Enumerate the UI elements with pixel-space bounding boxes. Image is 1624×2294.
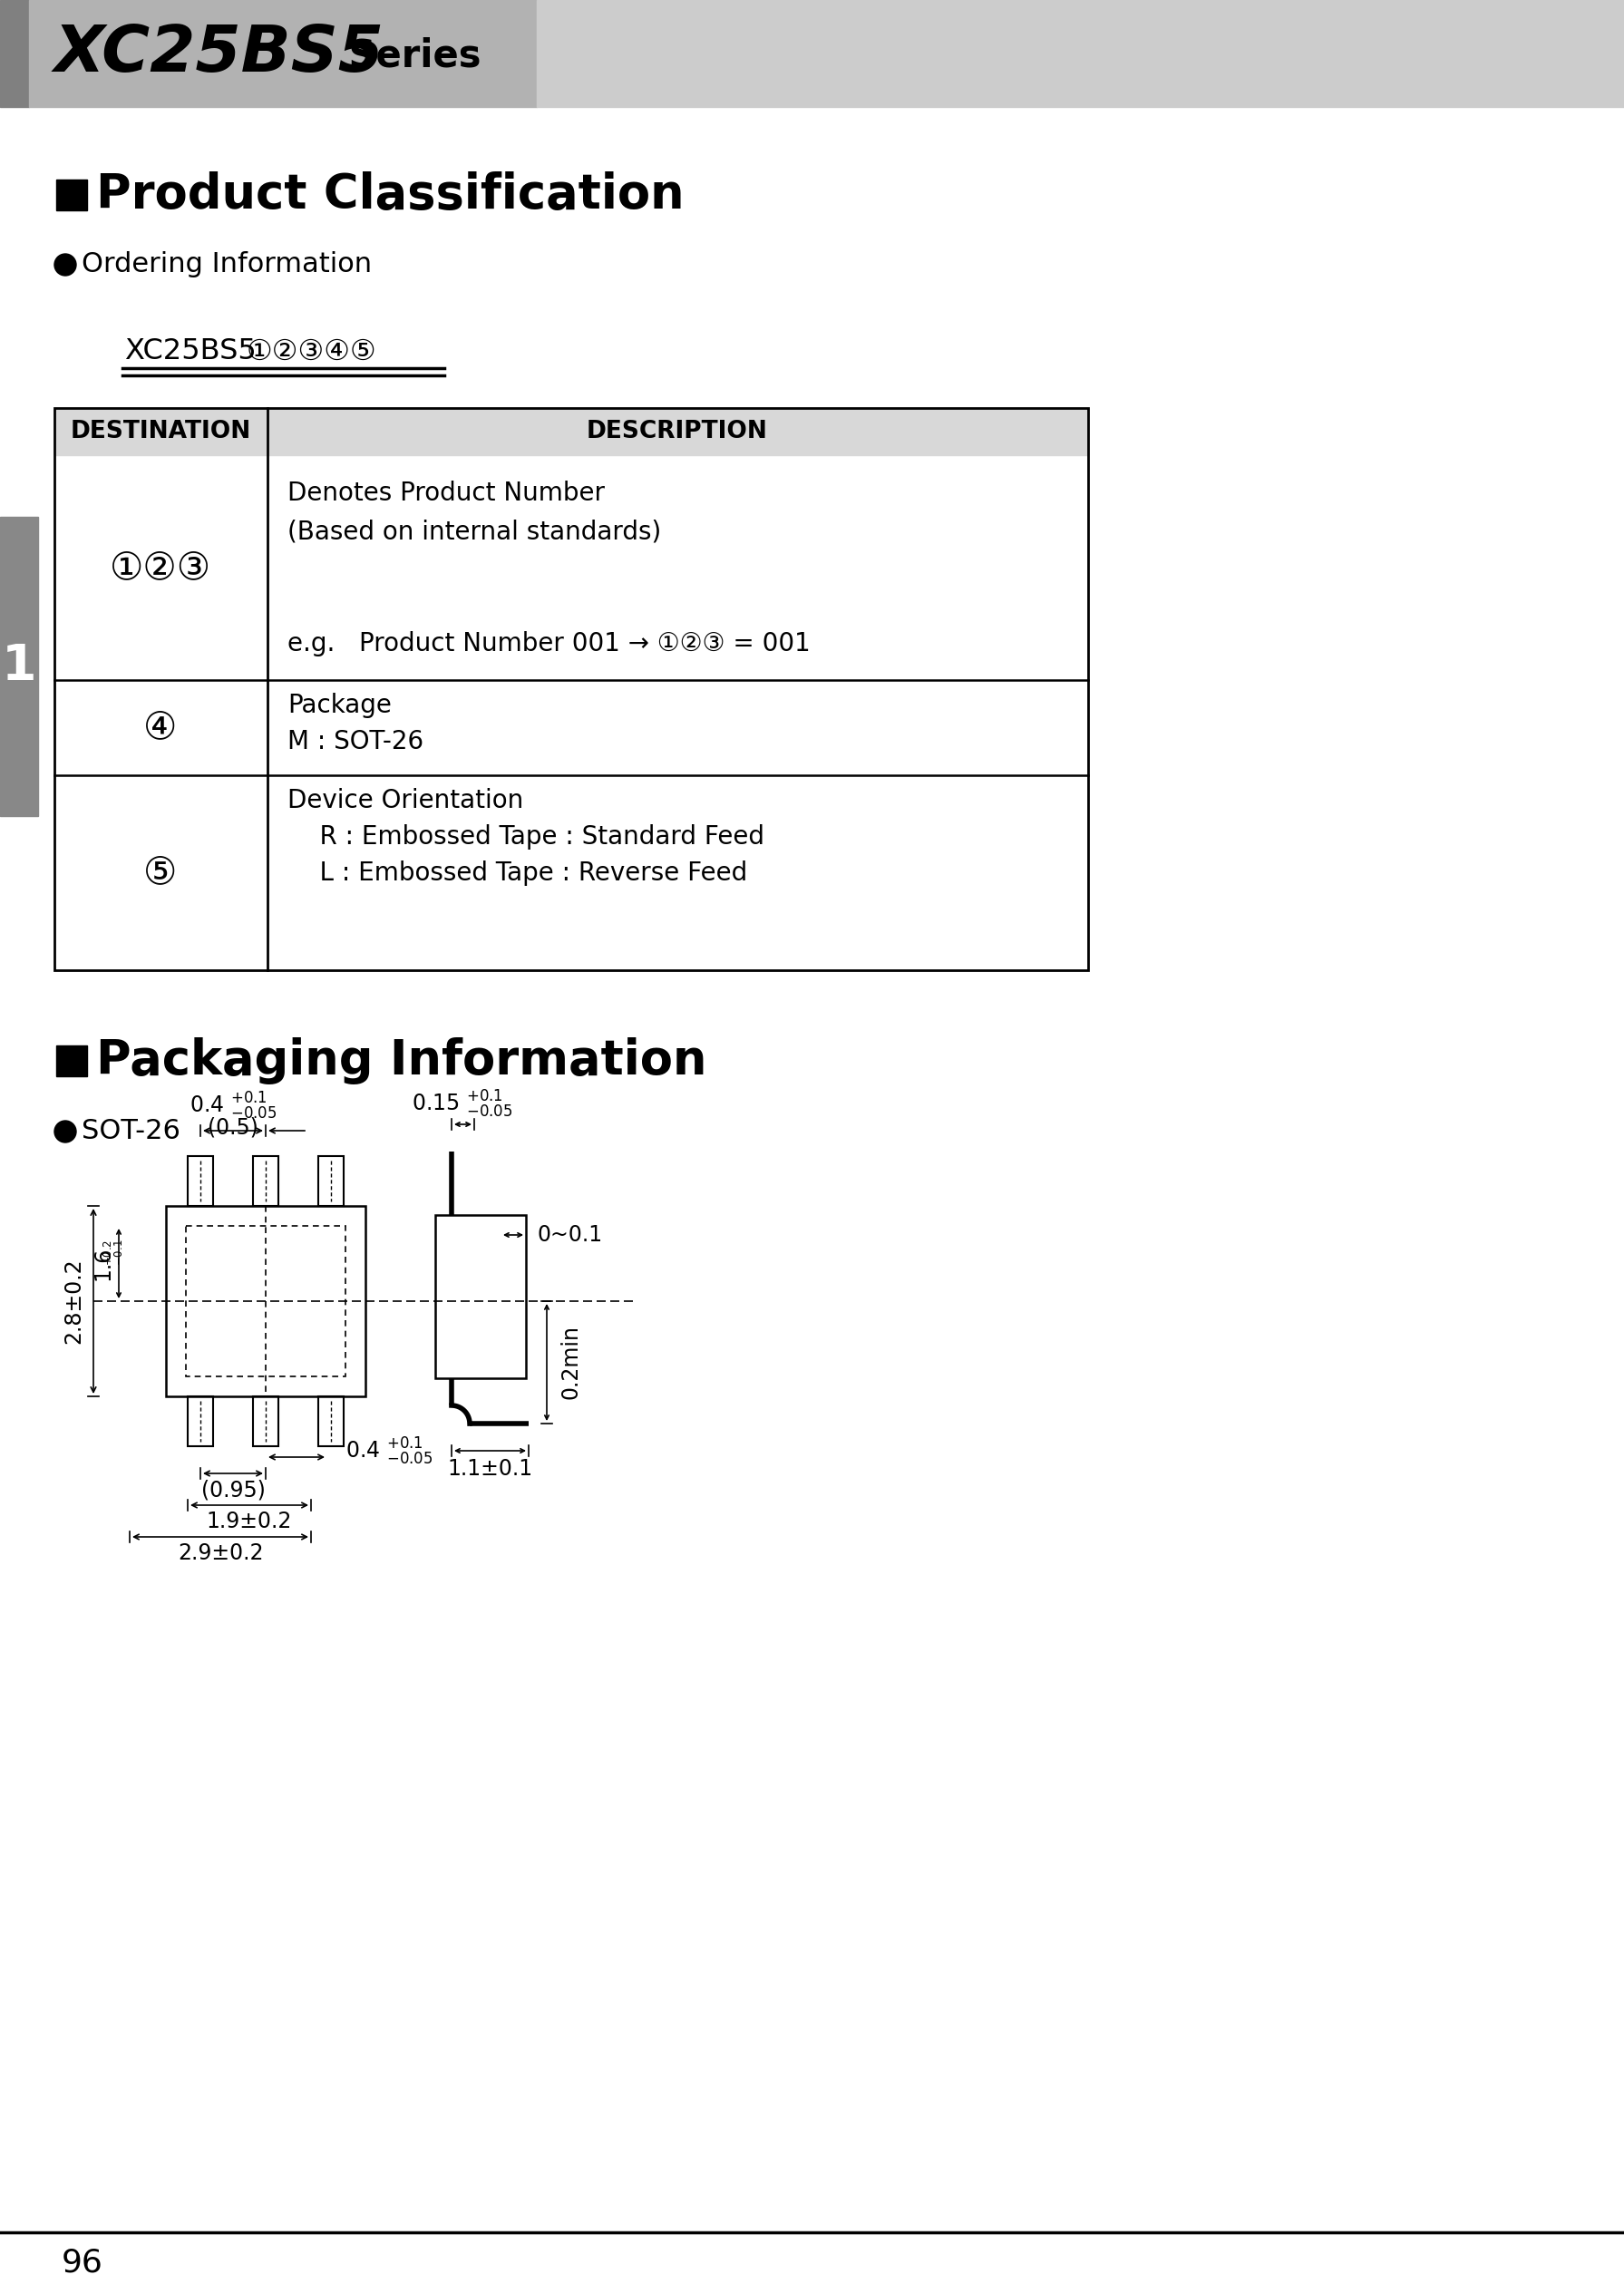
Text: Packaging Information: Packaging Information xyxy=(96,1037,706,1085)
Text: 0.4 $^{+0.1}_{-0.05}$: 0.4 $^{+0.1}_{-0.05}$ xyxy=(190,1090,276,1122)
Text: 2.9±0.2: 2.9±0.2 xyxy=(177,1542,263,1565)
Text: R : Embossed Tape : Standard Feed: R : Embossed Tape : Standard Feed xyxy=(287,824,765,849)
Bar xyxy=(0,516,37,817)
Text: Package: Package xyxy=(287,693,391,718)
Text: 1.9±0.2: 1.9±0.2 xyxy=(206,1509,292,1532)
Text: (Based on internal standards): (Based on internal standards) xyxy=(287,518,661,544)
Text: ①②③④⑤: ①②③④⑤ xyxy=(247,337,377,365)
Text: (0.95): (0.95) xyxy=(201,1480,265,1500)
Circle shape xyxy=(55,255,76,275)
Text: 1.6: 1.6 xyxy=(91,1246,114,1280)
Bar xyxy=(185,1225,346,1376)
Text: L : Embossed Tape : Reverse Feed: L : Embossed Tape : Reverse Feed xyxy=(287,860,747,885)
Bar xyxy=(55,408,1088,970)
Bar xyxy=(0,0,29,108)
Text: 1: 1 xyxy=(2,642,37,690)
Bar xyxy=(57,179,88,211)
Bar xyxy=(188,1397,213,1445)
Text: Product Classification: Product Classification xyxy=(96,172,684,218)
Text: M : SOT-26: M : SOT-26 xyxy=(287,729,424,755)
Bar xyxy=(435,1216,526,1379)
Text: Ordering Information: Ordering Information xyxy=(81,252,372,278)
Bar xyxy=(253,1156,278,1207)
Text: Denotes Product Number: Denotes Product Number xyxy=(287,479,604,507)
Text: DESCRIPTION: DESCRIPTION xyxy=(586,420,768,443)
Bar xyxy=(188,1156,213,1207)
Text: e.g.   Product Number 001 → ①②③ = 001: e.g. Product Number 001 → ①②③ = 001 xyxy=(287,631,810,656)
Text: DESTINATION: DESTINATION xyxy=(70,420,250,443)
Text: 1.1±0.1: 1.1±0.1 xyxy=(447,1459,533,1480)
Text: 0.15 $^{+0.1}_{-0.05}$: 0.15 $^{+0.1}_{-0.05}$ xyxy=(412,1090,513,1119)
Bar xyxy=(166,1207,365,1397)
Text: ①②③: ①②③ xyxy=(110,548,211,587)
Bar xyxy=(55,408,1088,454)
Text: ④: ④ xyxy=(143,709,177,746)
Text: (0.5): (0.5) xyxy=(208,1117,258,1138)
Text: 0.2min: 0.2min xyxy=(560,1324,581,1399)
Text: Series: Series xyxy=(336,37,481,76)
Text: 2.8±0.2: 2.8±0.2 xyxy=(63,1257,84,1344)
Bar xyxy=(57,1046,88,1076)
Text: SOT-26: SOT-26 xyxy=(81,1119,180,1145)
Text: XC25BS5: XC25BS5 xyxy=(55,23,385,85)
Text: ⑤: ⑤ xyxy=(143,853,177,892)
Text: 0.4 $^{+0.1}_{-0.05}$: 0.4 $^{+0.1}_{-0.05}$ xyxy=(346,1436,434,1468)
Bar xyxy=(318,1397,344,1445)
Bar xyxy=(29,0,538,108)
Text: 96: 96 xyxy=(62,2246,104,2278)
Circle shape xyxy=(55,1122,76,1142)
Bar xyxy=(538,0,1624,108)
Bar xyxy=(318,1156,344,1207)
Text: 0~0.1: 0~0.1 xyxy=(538,1225,603,1246)
Text: Device Orientation: Device Orientation xyxy=(287,787,523,814)
Bar xyxy=(253,1397,278,1445)
Text: $^{+0.2}_{-0.1}$: $^{+0.2}_{-0.1}$ xyxy=(102,1239,125,1266)
Text: XC25BS5: XC25BS5 xyxy=(125,337,266,365)
